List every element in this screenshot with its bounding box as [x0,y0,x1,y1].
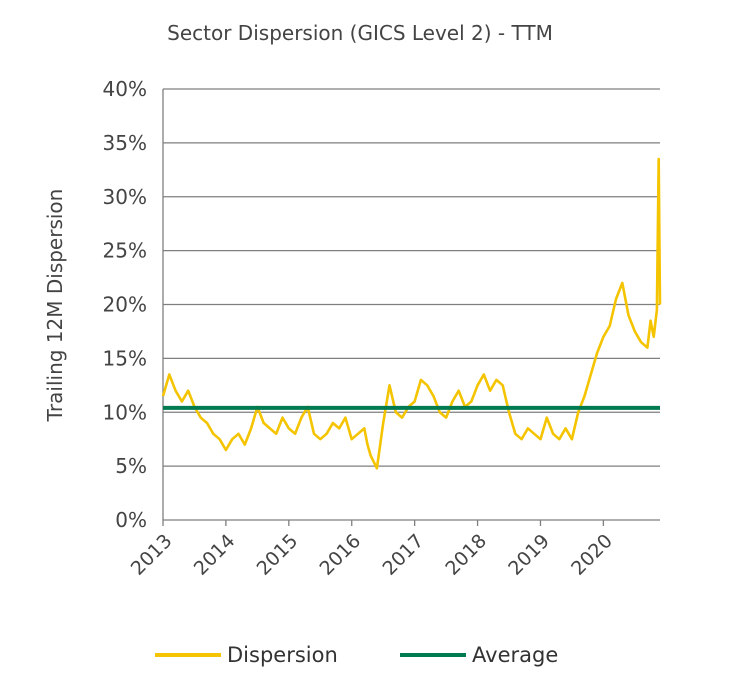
x-tick-label: 2016 [316,530,366,580]
x-tick-label: 2019 [504,530,554,580]
y-tick-label: 10% [103,400,147,424]
series-line-dispersion [161,157,662,470]
y-tick-label: 40% [103,77,147,101]
y-tick-label: 0% [115,508,147,532]
legend-label-dispersion: Dispersion [227,643,338,667]
x-tick-label: 2018 [441,530,491,580]
y-tick-labels: 0% 5% 10% 15% 20% 25% 30% 35% 40% [103,77,147,532]
x-tick-label: 2017 [378,530,428,580]
y-tick-label: 35% [103,131,147,155]
legend-label-average: Average [472,643,558,667]
y-tick-label: 30% [103,185,147,209]
series-layer [161,157,662,470]
y-tick-label: 20% [103,293,147,317]
legend: Dispersion Average [155,643,558,667]
x-tick-label: 2013 [127,530,177,580]
y-tick-label: 25% [103,239,147,263]
x-tick-label: 2015 [253,530,303,580]
y-tick-label: 5% [115,454,147,478]
x-tick-labels: 2013 2014 2015 2016 2017 2018 2019 2020 [127,530,617,580]
chart-title: Sector Dispersion (GICS Level 2) - TTM [167,21,553,45]
x-tick-label: 2014 [190,530,240,580]
y-axis-label: Trailing 12M Dispersion [43,189,67,423]
grid-layer [162,88,660,526]
x-tick-label: 2020 [567,530,617,580]
y-tick-label: 15% [103,346,147,370]
